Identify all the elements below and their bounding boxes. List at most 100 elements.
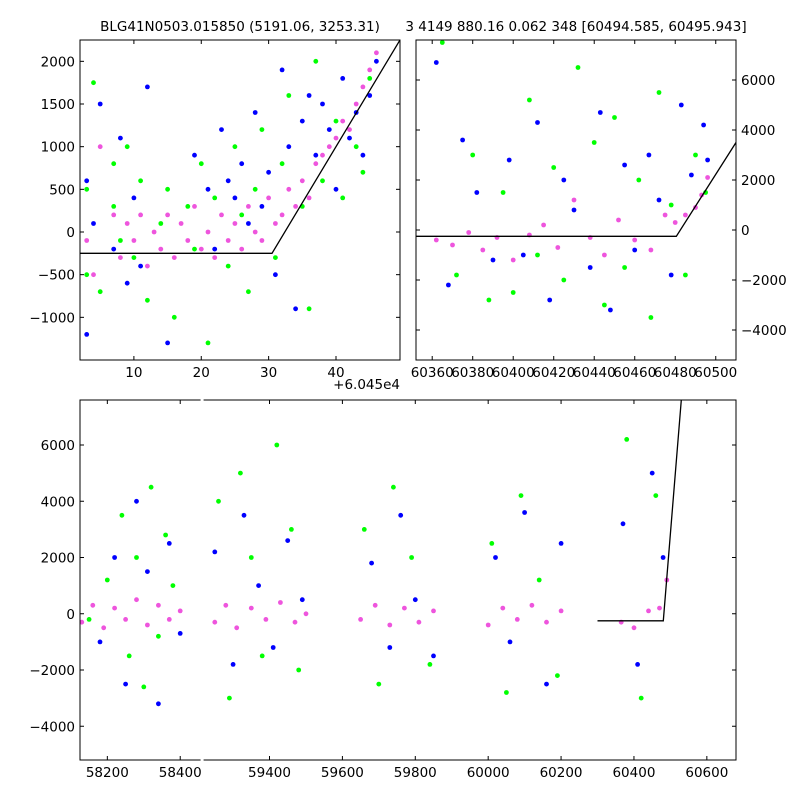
zoom-point-magenta-25	[259, 238, 265, 243]
mid-point-blue-5	[506, 157, 512, 163]
zoom-point-green-26	[279, 161, 285, 167]
full-xtick-label-8: 60600	[685, 765, 728, 781]
zoom-point-magenta-22	[239, 246, 245, 252]
zoom-point-magenta-17	[205, 229, 211, 235]
zoom-series-blue	[84, 58, 379, 346]
full-point-blue-5	[156, 701, 161, 707]
zoom-point-blue-11	[192, 152, 197, 158]
full-point-magenta-13	[248, 605, 254, 611]
full-point-magenta-3	[112, 605, 117, 611]
full-xtick-label-4: 59800	[394, 765, 437, 781]
mid-point-blue-14	[622, 162, 627, 168]
zoom-point-blue-26	[299, 118, 305, 124]
zoom-point-green-14	[185, 204, 191, 209]
full-point-blue-17	[398, 512, 404, 518]
full-series-blue	[97, 470, 666, 707]
zoom-ytick-label-3: 500	[49, 182, 75, 198]
zoom-point-magenta-14	[185, 238, 191, 243]
zoom-point-magenta-20	[225, 238, 231, 243]
mid-point-magenta-14	[648, 247, 654, 253]
zoom-point-blue-35	[360, 152, 366, 158]
zoom-point-blue-23	[279, 67, 285, 73]
full-point-blue-0	[97, 639, 103, 645]
full-point-blue-22	[522, 510, 527, 515]
zoom-point-magenta-32	[306, 195, 312, 201]
mid-point-green-20	[693, 152, 698, 158]
full-frame	[79, 399, 737, 761]
zoom-point-blue-2	[91, 221, 96, 226]
mid-xtick-label-5: 60460	[613, 365, 656, 381]
x-offset-label: +6.045e4	[333, 377, 400, 393]
full-point-magenta-16	[292, 619, 298, 625]
full-xtick-label-2: 59400	[248, 765, 291, 781]
zoom-point-green-9	[138, 178, 144, 184]
mid-point-blue-16	[646, 152, 652, 158]
zoom-ytick-label-0: −1000	[29, 310, 75, 326]
full-xtick-label-0: 58200	[86, 765, 129, 781]
mid-xtick-label-3: 60420	[532, 365, 575, 381]
full-point-magenta-1	[90, 602, 96, 608]
zoom-point-green-2	[91, 80, 96, 86]
zoom-point-blue-8	[138, 263, 144, 269]
mid-point-blue-2	[460, 137, 465, 143]
full-point-magenta-31	[631, 625, 637, 631]
zoom-point-magenta-5	[124, 221, 130, 226]
full-point-green-13	[248, 555, 254, 560]
full-point-magenta-22	[416, 619, 422, 625]
full-point-green-0	[86, 617, 92, 622]
mid-model-line	[416, 142, 736, 237]
mid-point-magenta-5	[510, 257, 516, 263]
full-point-magenta-29	[558, 608, 564, 614]
zoom-point-blue-7	[131, 195, 137, 201]
full-point-blue-19	[431, 653, 436, 659]
mid-point-blue-21	[701, 122, 706, 128]
mid-point-green-13	[612, 115, 617, 120]
zoom-point-magenta-19	[219, 212, 224, 218]
zoom-point-magenta-33	[313, 161, 319, 167]
full-point-magenta-24	[485, 622, 491, 628]
zoom-point-blue-9	[145, 84, 150, 90]
zoom-point-green-3	[97, 289, 103, 295]
full-point-magenta-15	[278, 600, 283, 605]
mid-xtick-label-7: 60500	[694, 365, 737, 381]
full-point-green-19	[376, 681, 382, 687]
mid-point-green-5	[510, 290, 516, 295]
zoom-point-green-36	[367, 76, 373, 81]
zoom-point-blue-19	[252, 110, 258, 115]
mid-point-magenta-1	[450, 242, 455, 248]
full-point-green-11	[227, 695, 232, 701]
zoom-point-green-6	[118, 238, 123, 243]
mid-xtick-label-4: 60440	[573, 365, 616, 381]
zoom-point-magenta-26	[266, 195, 271, 201]
full-point-magenta-23	[431, 608, 436, 614]
full-point-blue-13	[285, 538, 291, 543]
full-point-blue-16	[387, 645, 393, 650]
zoom-point-magenta-29	[286, 186, 292, 192]
zoom-point-blue-31	[333, 186, 339, 192]
zoom-point-magenta-30	[293, 204, 298, 209]
full-ytick-label-3: 2000	[41, 551, 75, 567]
full-point-magenta-25	[500, 605, 506, 611]
zoom-point-magenta-10	[158, 246, 164, 252]
zoom-point-magenta-0	[84, 238, 90, 243]
zoom-point-green-22	[246, 289, 251, 295]
full-point-magenta-11	[223, 602, 229, 608]
full-point-magenta-8	[166, 617, 172, 622]
zoom-point-green-32	[333, 118, 339, 124]
zoom-point-green-34	[353, 144, 359, 150]
zoom-point-blue-21	[266, 169, 271, 175]
zoom-point-magenta-34	[320, 152, 325, 158]
zoom-point-green-24	[259, 127, 265, 132]
mid-point-blue-1	[446, 282, 451, 288]
full-point-green-29	[638, 695, 644, 701]
mid-point-magenta-2	[466, 230, 472, 235]
mid-point-magenta-9	[571, 197, 577, 203]
zoom-point-green-29	[306, 306, 312, 312]
mid-point-green-8	[551, 165, 557, 170]
zoom-point-magenta-1	[91, 272, 96, 278]
zoom-xtick-label-0: 10	[125, 365, 142, 381]
full-point-magenta-10	[212, 619, 218, 625]
mid-point-magenta-3	[480, 247, 486, 253]
mid-plot-area	[416, 40, 736, 320]
